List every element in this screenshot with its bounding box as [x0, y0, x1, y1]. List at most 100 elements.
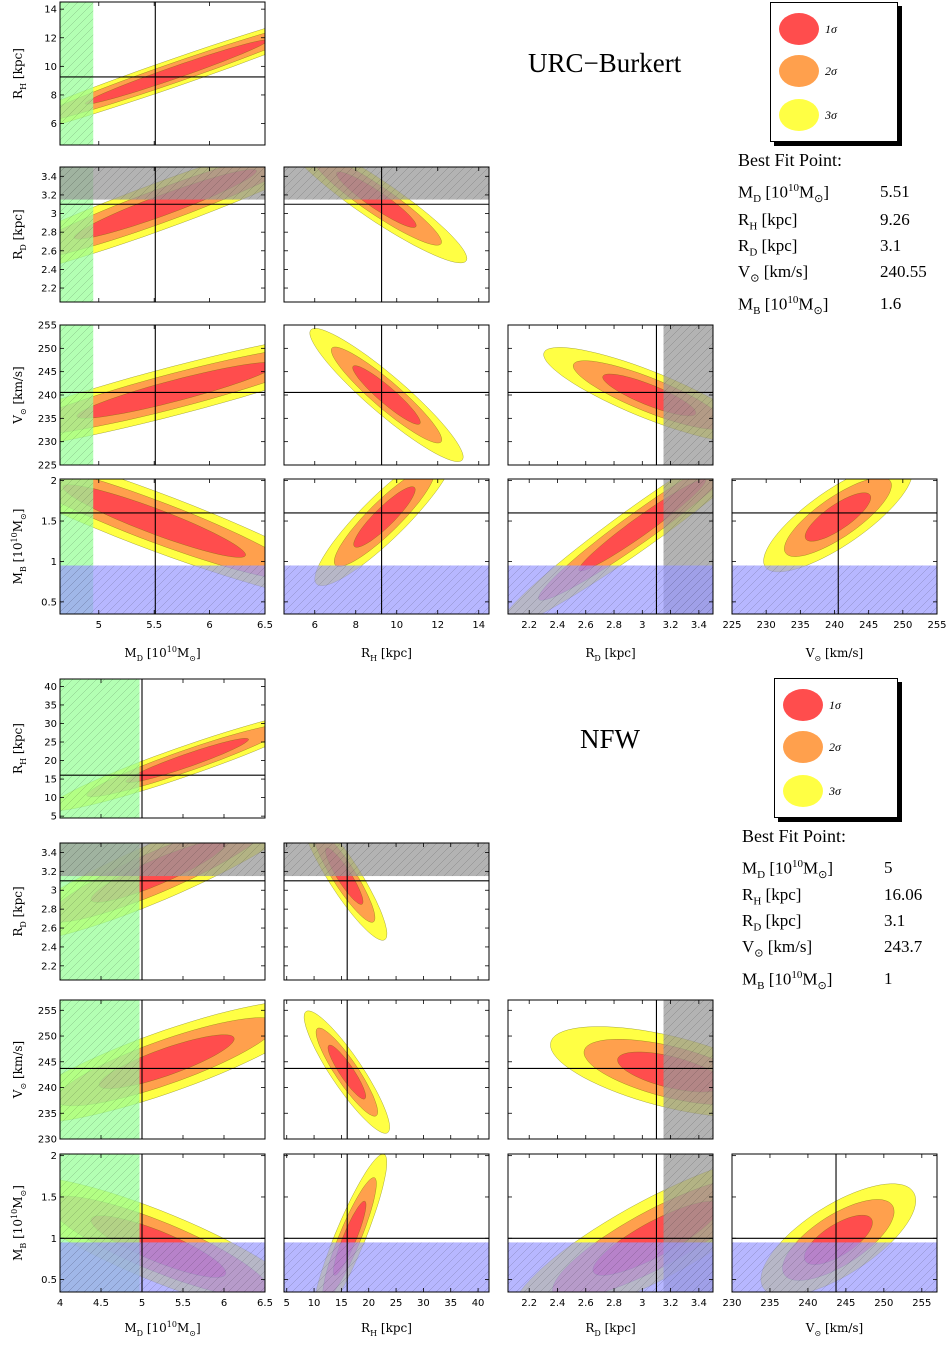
plot-frame: [283, 1153, 490, 1293]
excluded-rd-hatch: [663, 325, 713, 465]
excluded-mb-hatch: [732, 565, 937, 614]
y-tick-label: 1: [51, 557, 57, 568]
x-tick-label: 15: [335, 1298, 348, 1309]
y-tick-label: 3.2: [41, 867, 57, 878]
sigma2-swatch: [779, 55, 819, 87]
y-tick-label: 6: [51, 119, 57, 130]
nfw-panel-R_D-M_B: 2.2 2.4 2.6 2.8 3 3.2 3.4: [507, 1153, 714, 1309]
x-tick-label: 2.6: [578, 620, 594, 631]
best-fit-value: 240.55: [880, 262, 927, 281]
y-tick-label: 245: [38, 1057, 57, 1068]
ylabel-V_sun: V⊙ [km/s]: [11, 1041, 28, 1099]
best-fit-value: 3.1: [880, 236, 902, 255]
plot-frame: [283, 842, 490, 981]
x-tick-label: 5.5: [175, 1298, 191, 1309]
y-tick-label: 2.4: [41, 942, 57, 953]
y-tick-label: 3.2: [41, 190, 57, 201]
nfw-panel-R_H-V_sun: [283, 999, 490, 1140]
x-tick-label: 3.4: [691, 1298, 707, 1309]
xlabel-R_H: RH [kpc]: [361, 646, 412, 663]
y-tick-label: 2.6: [41, 246, 57, 257]
y-tick-label: 230: [38, 1135, 57, 1146]
x-tick-label: 40: [472, 1298, 485, 1309]
sigma1-contour: [84, 39, 265, 105]
legend-label: 1σ: [829, 697, 841, 712]
y-tick-label: 3.4: [41, 172, 57, 183]
y-tick-label: 35: [44, 700, 57, 711]
y-tick-label: 225: [38, 461, 57, 472]
excluded-mb-hatch: [60, 565, 265, 614]
excluded-rd-hatch: [60, 843, 265, 877]
x-tick-label: 250: [893, 620, 912, 631]
legend-label: 1σ: [825, 21, 837, 36]
best-fit-value: 243.7: [884, 937, 923, 956]
x-tick-label: 230: [722, 1298, 741, 1309]
excluded-rd-hatch: [663, 1000, 713, 1139]
excluded-mb-hatch: [60, 1242, 265, 1292]
urc-panel-M_D-R_H: 6 8 10 12 14: [44, 1, 266, 146]
sigma2-swatch: [783, 731, 823, 763]
ylabel-R_D: RD [kpc]: [11, 886, 28, 936]
y-tick-label: 240: [38, 391, 57, 402]
x-tick-label: 12: [431, 620, 444, 631]
legend-label: 2σ: [825, 63, 837, 78]
best-fit-value: 5: [884, 858, 893, 877]
y-tick-label: 250: [38, 344, 57, 355]
y-tick-label: 255: [38, 1006, 57, 1017]
excluded-mb-hatch: [732, 1242, 937, 1292]
y-tick-label: 2: [51, 476, 57, 487]
x-tick-label: 2.2: [521, 1298, 537, 1309]
excluded-md-hatch: [60, 325, 94, 465]
x-tick-label: 6: [312, 620, 318, 631]
best-fit-label-rh: RH [kpc]: [738, 210, 798, 233]
x-tick-label: 6.5: [257, 1298, 273, 1309]
best-fit-value: 1: [884, 969, 893, 988]
x-tick-label: 20: [362, 1298, 375, 1309]
nfw-panel-R_D-V_sun: [507, 999, 714, 1140]
best-fit-label-rd: RD [kpc]: [742, 911, 802, 934]
sigma1-contour: [352, 365, 421, 425]
ylabel-M_B: MB [1010M⊙]: [10, 509, 28, 585]
x-tick-label: 25: [390, 1298, 403, 1309]
xlabel-M_D: MD [1010M⊙]: [124, 645, 200, 663]
y-tick-label: 40: [44, 682, 57, 693]
plot-frame: [59, 478, 266, 615]
best-fit-label-rd: RD [kpc]: [738, 236, 798, 259]
x-tick-label: 230: [757, 620, 776, 631]
best-fit-value: 1.6: [880, 294, 902, 313]
x-tick-label: 2.6: [578, 1298, 594, 1309]
excluded-rd-hatch: [60, 167, 265, 200]
sigma1-contour: [353, 486, 416, 548]
x-tick-label: 5.5: [146, 620, 162, 631]
urc-panel-M_D-M_B: 0.5 1 1.5 2 5 5.5 6 6.5: [41, 476, 273, 631]
plot-frame: [731, 1153, 938, 1293]
ylabel-M_B: MB [1010M⊙]: [10, 1185, 28, 1261]
x-tick-label: 255: [927, 620, 946, 631]
y-tick-label: 3.4: [41, 848, 57, 859]
best-fit-value: 5.51: [880, 182, 910, 201]
y-tick-label: 1.5: [41, 517, 57, 528]
x-tick-label: 3.2: [663, 1298, 679, 1309]
urc-panel-R_H-M_B: 6 8 10 12 14: [283, 478, 490, 631]
plot-frame: [59, 842, 266, 981]
urc-panel-V_sun-M_B: 225 230 235 240 245 250 255: [722, 478, 947, 631]
y-tick-label: 1.5: [41, 1192, 57, 1203]
y-tick-label: 0.5: [41, 597, 57, 608]
best-fit-label-vsun: V⊙ [km/s]: [742, 937, 813, 960]
x-tick-label: 2.8: [606, 1298, 622, 1309]
y-tick-label: 25: [44, 738, 57, 749]
best-fit-label-rh: RH [kpc]: [742, 885, 802, 908]
x-tick-label: 3: [639, 620, 645, 631]
x-tick-label: 2.4: [550, 620, 566, 631]
y-tick-label: 235: [38, 414, 57, 425]
excluded-md-hatch: [60, 1000, 140, 1139]
y-tick-label: 235: [38, 1109, 57, 1120]
y-tick-label: 245: [38, 367, 57, 378]
y-tick-label: 2.4: [41, 265, 57, 276]
x-tick-label: 5: [96, 620, 102, 631]
x-tick-label: 14: [472, 620, 485, 631]
x-tick-label: 6: [206, 620, 212, 631]
x-tick-label: 10: [308, 1298, 321, 1309]
xlabel-R_D: RD [kpc]: [585, 646, 635, 663]
x-tick-label: 4.5: [93, 1298, 109, 1309]
